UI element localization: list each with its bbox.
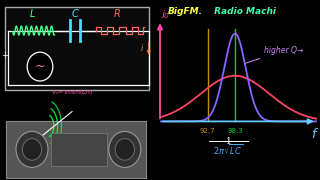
- Circle shape: [109, 131, 141, 167]
- FancyBboxPatch shape: [5, 7, 149, 90]
- Text: 92.7: 92.7: [200, 128, 215, 134]
- Text: BigFM.: BigFM.: [167, 7, 202, 16]
- Text: 1: 1: [226, 137, 231, 146]
- Text: higher Q→: higher Q→: [245, 46, 304, 63]
- Text: C: C: [72, 9, 79, 19]
- Circle shape: [22, 139, 42, 160]
- Text: L: L: [29, 9, 35, 19]
- FancyBboxPatch shape: [6, 121, 146, 178]
- Circle shape: [115, 139, 134, 160]
- Text: +: +: [1, 51, 8, 60]
- Text: R: R: [113, 9, 120, 19]
- Text: $2\pi\sqrt{LC}$: $2\pi\sqrt{LC}$: [213, 143, 244, 157]
- Text: i₀: i₀: [162, 10, 169, 19]
- Text: f: f: [311, 128, 315, 141]
- Text: i: i: [141, 44, 143, 53]
- Text: 98.3: 98.3: [227, 128, 243, 134]
- Text: Radio Machi: Radio Machi: [212, 7, 276, 16]
- FancyBboxPatch shape: [51, 133, 107, 166]
- Circle shape: [16, 131, 48, 167]
- Circle shape: [27, 52, 53, 81]
- Text: $V_s\!=\!V_0\sin(\omega t)$: $V_s\!=\!V_0\sin(\omega t)$: [51, 88, 94, 97]
- Text: ~: ~: [35, 60, 45, 73]
